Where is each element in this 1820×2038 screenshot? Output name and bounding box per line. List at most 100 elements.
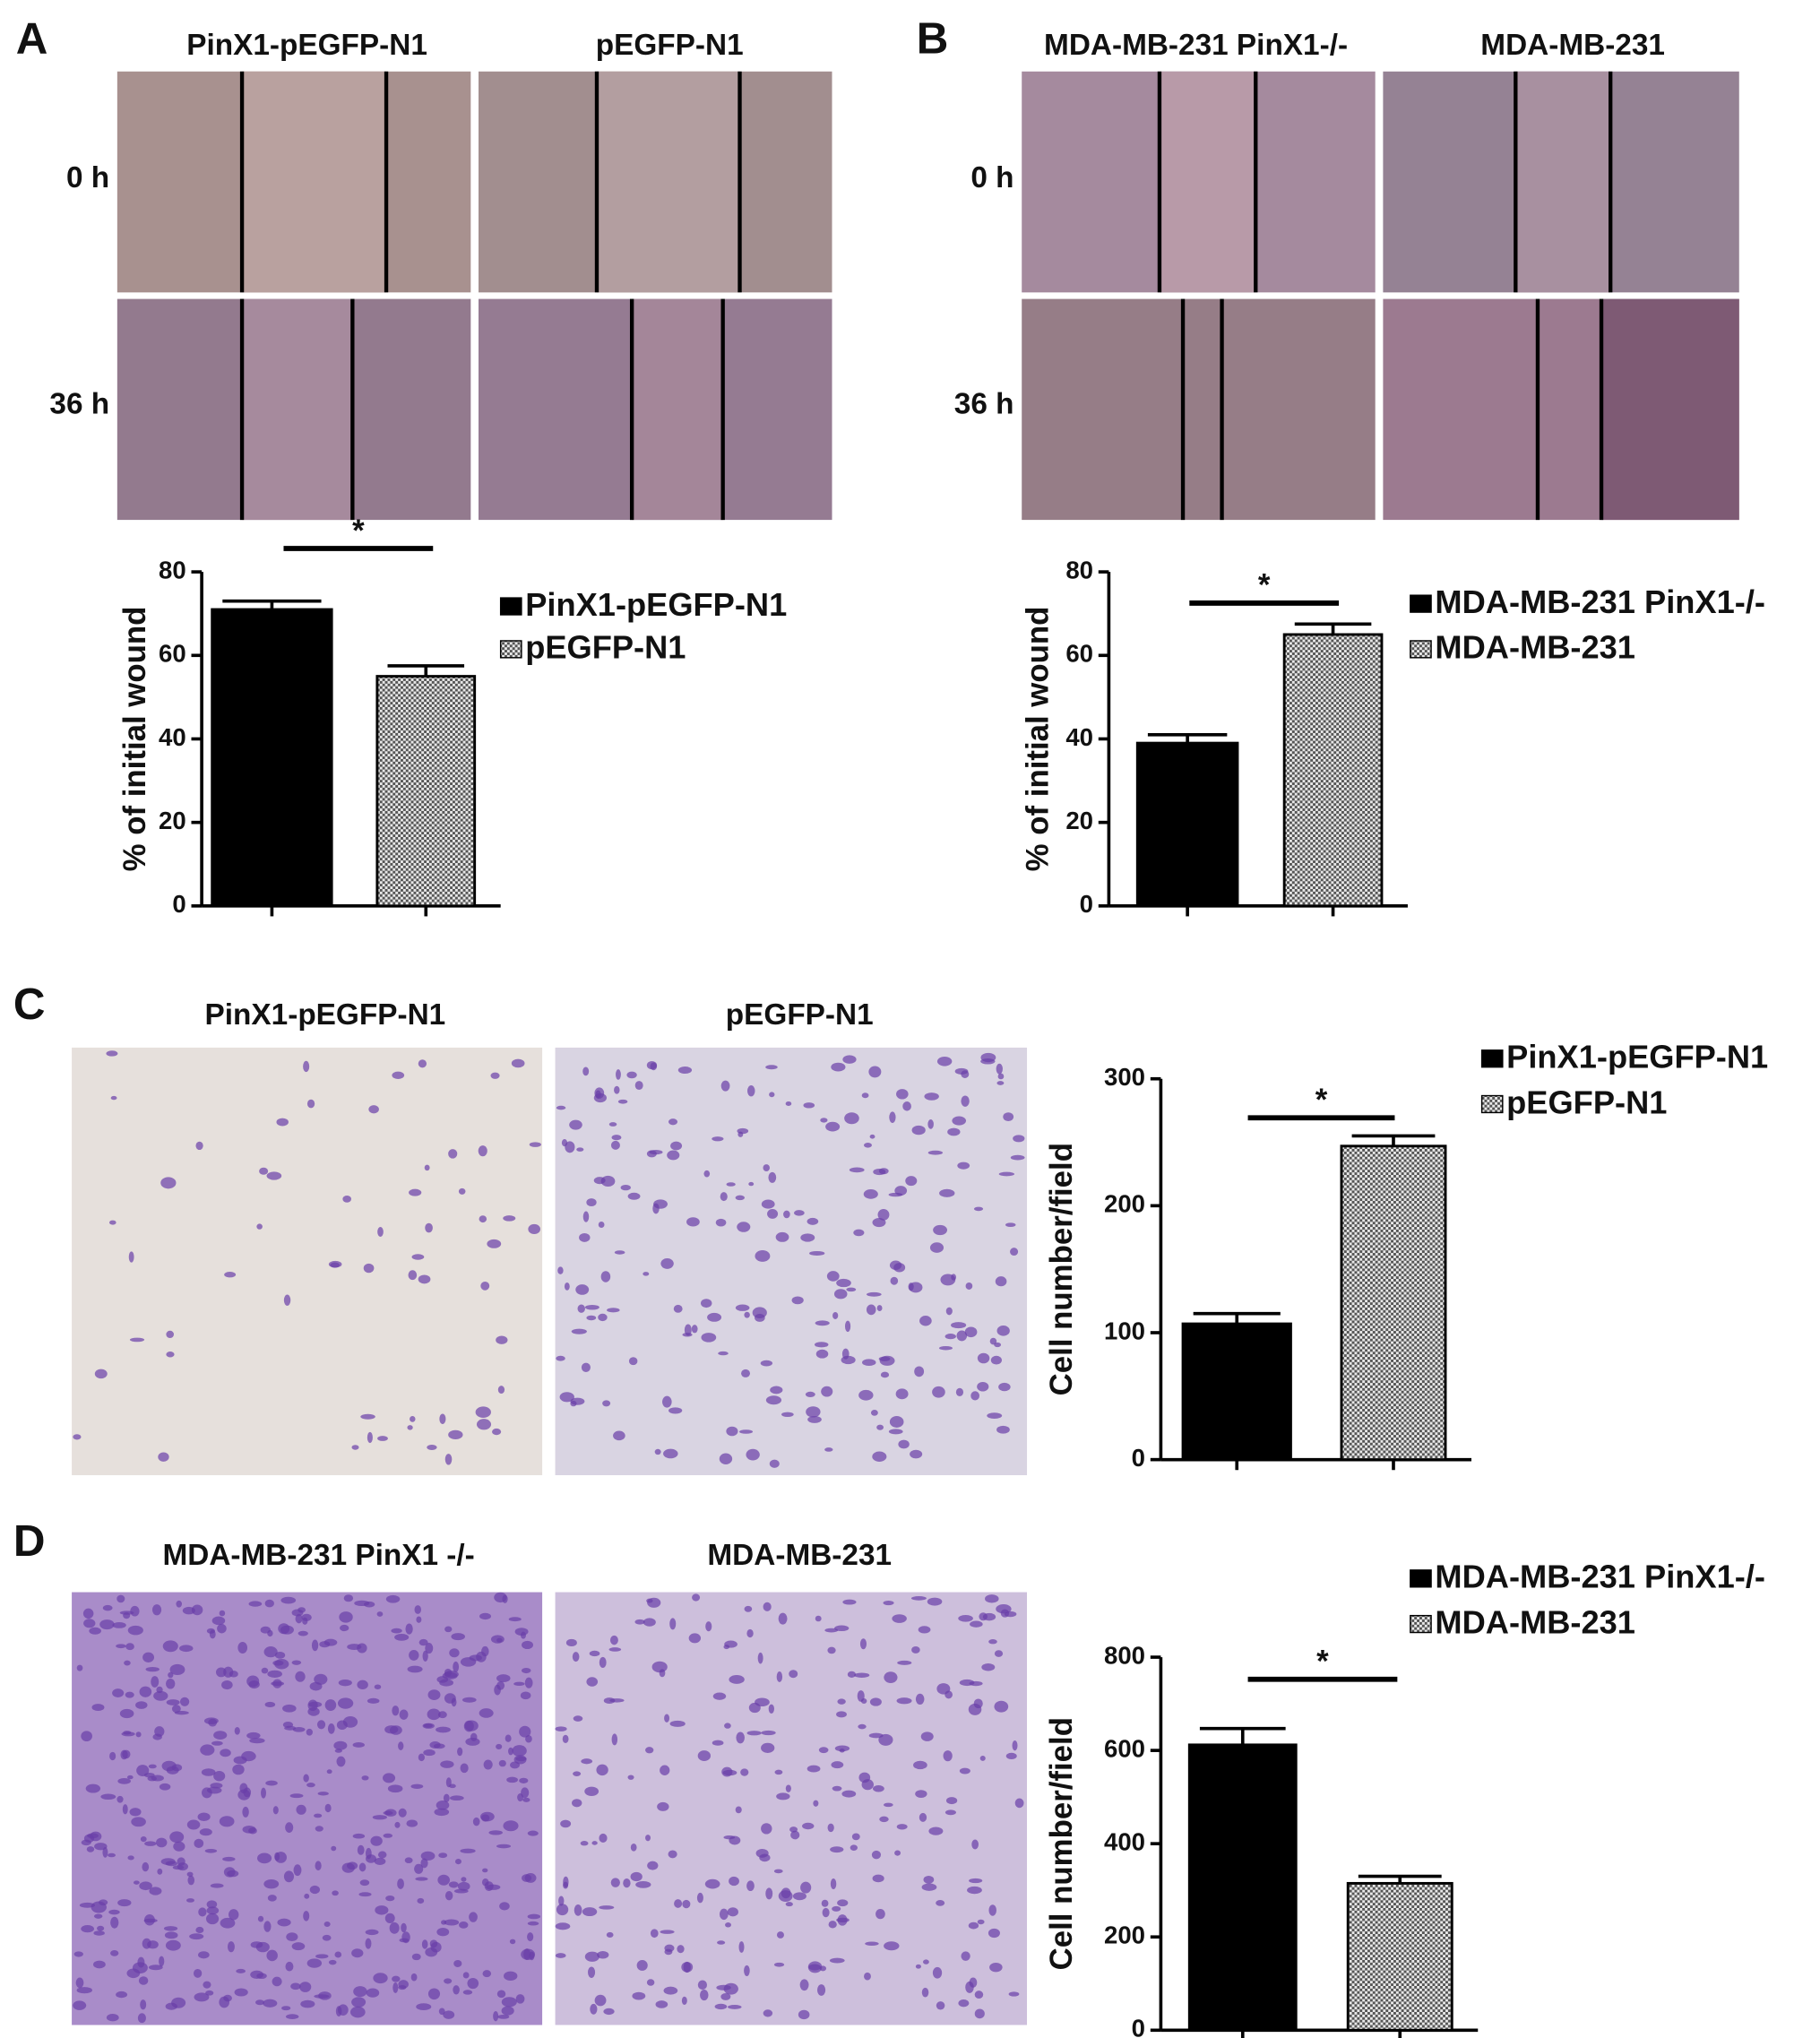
cell	[581, 1362, 591, 1373]
cell	[664, 1948, 673, 1956]
cell	[137, 1956, 145, 1968]
cell	[746, 1085, 755, 1097]
error-bar	[1294, 622, 1372, 635]
cell	[563, 1876, 569, 1888]
cell	[81, 1925, 95, 1933]
cell	[720, 1192, 728, 1202]
cell	[527, 1932, 534, 1942]
cell	[376, 1611, 384, 1617]
cell	[197, 1812, 211, 1821]
legend-swatch	[499, 597, 522, 616]
cell	[832, 1311, 839, 1319]
cell	[179, 1697, 190, 1706]
cell	[767, 1208, 779, 1219]
cell	[306, 1783, 315, 1788]
cell	[987, 1412, 1003, 1419]
cell	[222, 1856, 236, 1861]
cell	[328, 1260, 342, 1268]
legend-swatch	[1410, 1569, 1432, 1588]
cell	[791, 1296, 804, 1305]
cell	[250, 1941, 263, 1948]
cell	[109, 1220, 116, 1225]
cell	[579, 1232, 591, 1242]
cell	[614, 1250, 625, 1255]
cell	[919, 1812, 927, 1822]
cell	[996, 1604, 1012, 1614]
cell	[205, 1913, 220, 1925]
cell	[436, 1927, 450, 1937]
cell	[947, 1127, 961, 1136]
cell	[267, 1670, 282, 1678]
cell	[719, 1453, 733, 1464]
cell	[913, 1760, 927, 1770]
cell	[800, 1233, 815, 1242]
cell	[1005, 1752, 1017, 1760]
cell	[422, 1650, 428, 1662]
cell	[929, 1242, 945, 1253]
cell	[166, 1699, 180, 1706]
cell	[440, 1760, 454, 1768]
cell	[660, 1257, 674, 1269]
cell	[858, 1772, 871, 1783]
cell	[898, 1439, 910, 1449]
cell	[799, 1979, 809, 1991]
cell	[967, 1886, 982, 1895]
cell	[479, 1215, 487, 1223]
cell	[836, 1278, 851, 1288]
cell	[220, 1917, 236, 1929]
cell	[76, 1987, 92, 1994]
cell	[197, 1951, 210, 1959]
y-tick-label: 0	[172, 890, 185, 918]
cell	[112, 1688, 125, 1697]
cell	[410, 1973, 418, 1982]
cell	[727, 1907, 738, 1917]
cell	[455, 1858, 461, 1865]
cell	[556, 1355, 565, 1361]
cell	[272, 1660, 284, 1666]
cell	[1010, 1248, 1019, 1256]
cell	[841, 1348, 850, 1360]
cell	[973, 1206, 984, 1212]
cell	[429, 1741, 441, 1749]
cell	[961, 1095, 970, 1107]
cell	[479, 1708, 494, 1718]
cell	[973, 1698, 983, 1709]
panel-label: D	[13, 1516, 46, 1566]
cell	[497, 1386, 505, 1394]
wound-gap	[632, 298, 723, 521]
cell	[515, 1994, 525, 2004]
cell	[219, 1996, 230, 2008]
cell	[461, 1697, 477, 1703]
cell	[720, 1080, 730, 1092]
cell	[458, 1187, 466, 1195]
cell	[863, 1189, 878, 1199]
column-title: MDA-MB-231	[707, 1539, 892, 1572]
cell	[890, 1276, 899, 1285]
cell	[868, 1066, 882, 1078]
cell	[444, 1626, 453, 1633]
cell	[126, 1775, 134, 1780]
cell	[462, 1972, 470, 1979]
cell	[234, 1988, 248, 1997]
cell	[311, 1639, 319, 1652]
cell	[650, 1062, 658, 1071]
cell	[599, 1656, 607, 1669]
y-tick-label: 200	[1104, 1190, 1145, 1218]
cell	[392, 1982, 399, 1993]
cell	[527, 1921, 539, 1926]
cell	[1012, 1740, 1018, 1751]
cell	[628, 1357, 638, 1366]
cell	[1008, 1991, 1020, 1997]
cell	[195, 1926, 204, 1934]
cell	[363, 1263, 375, 1274]
cell	[260, 1626, 271, 1634]
cell	[263, 1879, 280, 1889]
cell	[314, 1813, 323, 1818]
cell	[691, 1325, 698, 1334]
cell	[299, 1982, 312, 1992]
cell	[438, 1852, 448, 1859]
cell	[506, 1776, 518, 1783]
y-tick-label: 80	[1065, 556, 1093, 583]
cell	[964, 1326, 978, 1338]
cell	[763, 1602, 772, 1611]
